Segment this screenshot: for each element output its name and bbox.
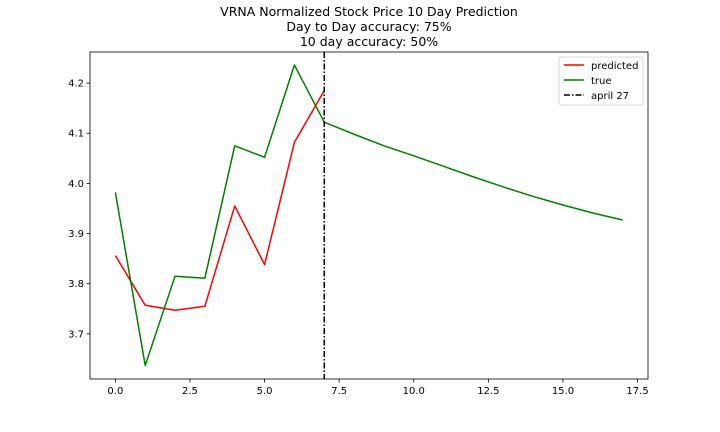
plot-lines <box>114 52 623 379</box>
x-tick-label: 10.0 <box>403 386 425 397</box>
chart-title-line-1: VRNA Normalized Stock Price 10 Day Predi… <box>220 4 518 19</box>
y-tick-label: 3.7 <box>68 329 84 340</box>
y-tick-label: 4.1 <box>68 129 84 140</box>
y-tick-label: 4.0 <box>68 179 84 190</box>
x-tick-label: 7.5 <box>331 386 347 397</box>
x-axis: 0.0 2.5 5.0 7.5 10.0 12.5 15.0 17.5 <box>107 379 649 397</box>
chart-title-line-2: Day to Day accuracy: 75% <box>286 19 451 34</box>
legend-box <box>558 56 644 106</box>
x-tick-label: 12.5 <box>477 386 499 397</box>
plot-area-frame <box>89 51 649 380</box>
x-tick-label: 5.0 <box>257 386 273 397</box>
x-tick-label: 0.0 <box>107 386 123 397</box>
chart-title: VRNA Normalized Stock Price 10 Day Predi… <box>220 4 518 49</box>
y-axis: 3.7 3.8 3.9 4.0 4.1 4.2 <box>68 79 90 340</box>
legend-label-predicted: predicted <box>591 61 638 72</box>
legend-label-april-27: april 27 <box>591 91 629 102</box>
y-tick-label: 3.8 <box>68 279 84 290</box>
y-tick-label: 3.9 <box>68 229 84 240</box>
chart-title-line-3: 10 day accuracy: 50% <box>300 34 438 49</box>
series-line-predicted <box>114 90 325 312</box>
legend: predicted true april 27 <box>558 56 644 106</box>
legend-label-true: true <box>591 76 612 87</box>
x-tick-label: 17.5 <box>626 386 648 397</box>
x-tick-label: 2.5 <box>182 386 198 397</box>
x-tick-label: 15.0 <box>552 386 574 397</box>
y-tick-label: 4.2 <box>68 79 84 90</box>
series-line-true <box>114 64 623 367</box>
